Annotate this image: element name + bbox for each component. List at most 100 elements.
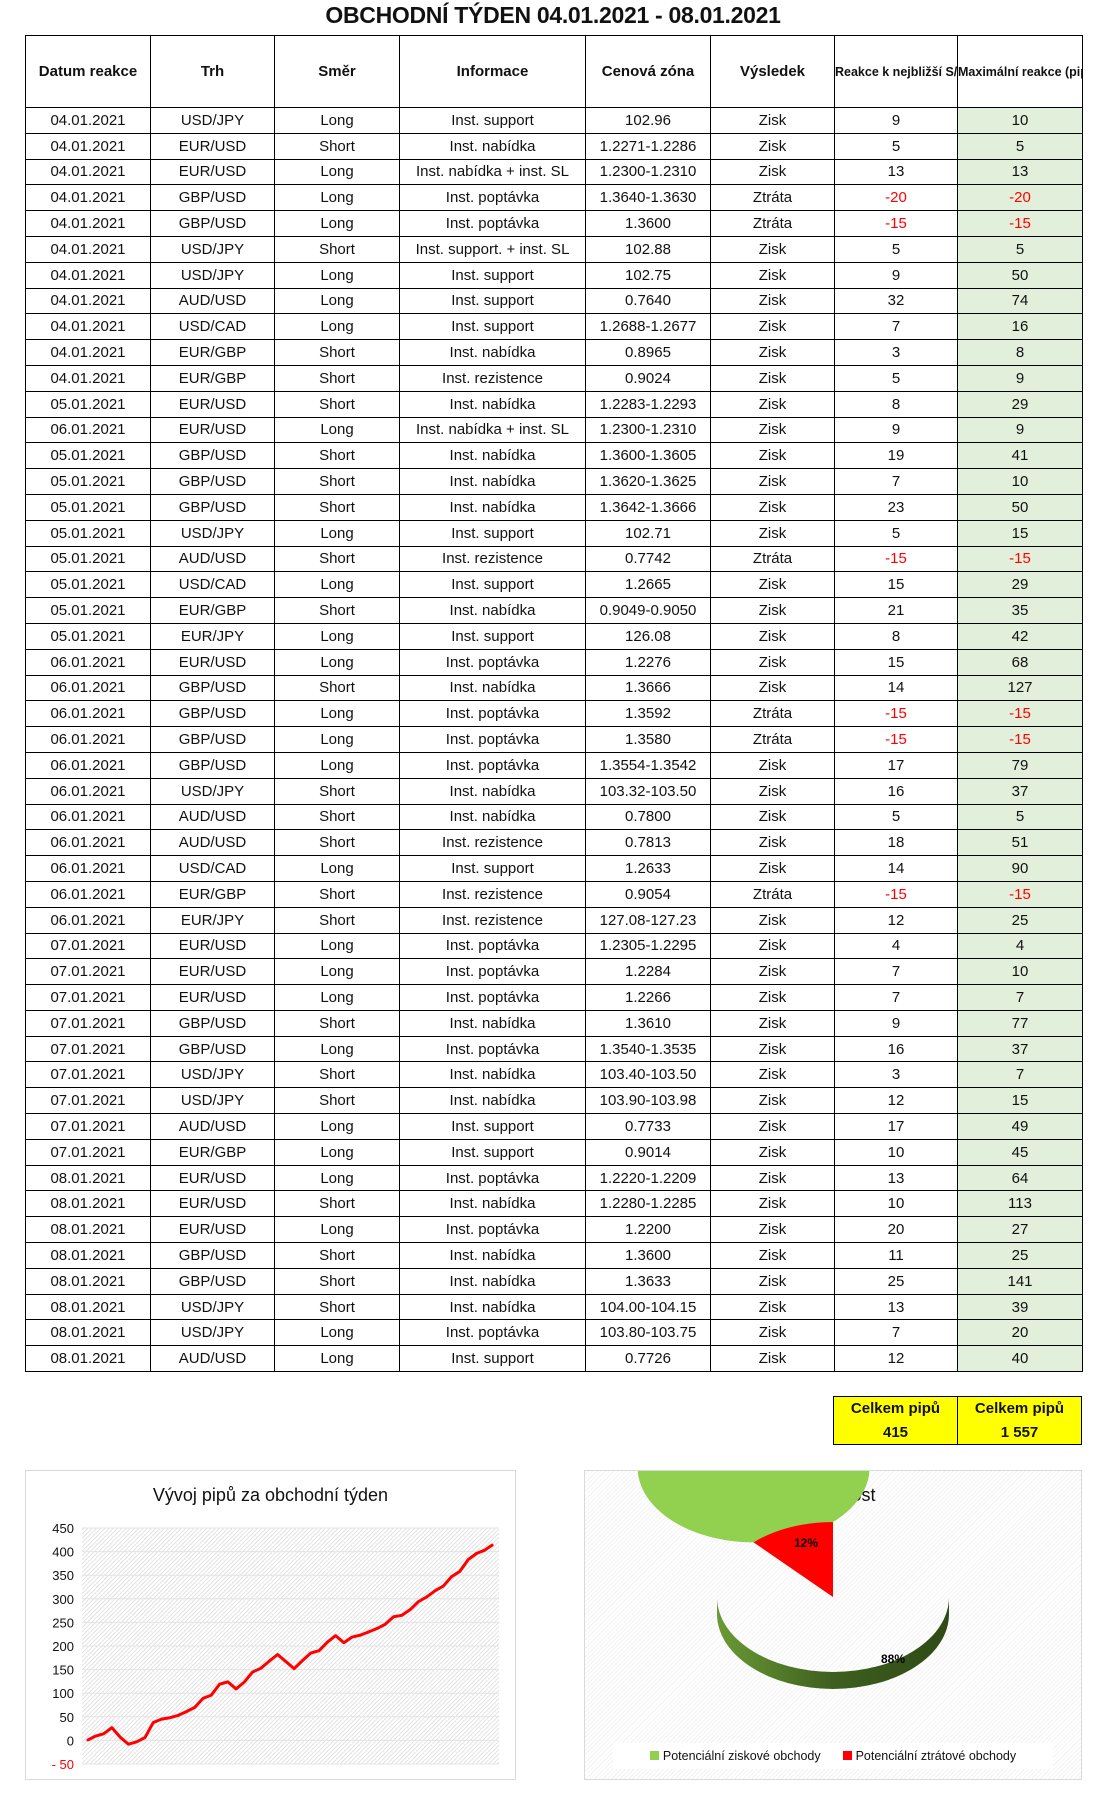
pie-legend: Potenciální ziskové obchody Potenciální … <box>613 1743 1053 1769</box>
date-cell: 06.01.2021 <box>25 726 151 753</box>
date-cell: 05.01.2021 <box>25 597 151 624</box>
direction-cell: Long <box>274 571 400 599</box>
direction-cell: Short <box>274 829 400 857</box>
max-reaction-cell: 25 <box>957 1242 1083 1269</box>
info-cell: Inst. nabídka <box>399 1190 586 1218</box>
table-row: 04.01.2021 EUR/GBP Short Inst. rezistence 0.… <box>25 364 1083 392</box>
table-row: 06.01.2021 GBP/USD Long Inst. poptávka 1.358… <box>25 726 1083 753</box>
date-cell: 06.01.2021 <box>25 855 151 882</box>
price-zone-cell: 1.2305-1.2295 <box>585 932 711 960</box>
reaction-cell: 12 <box>834 906 958 934</box>
reaction-cell: 13 <box>834 158 958 186</box>
max-reaction-cell: 74 <box>957 287 1083 315</box>
max-reaction-cell: 49 <box>957 1113 1083 1140</box>
price-zone-cell: 1.2300-1.2310 <box>585 158 711 186</box>
info-cell: Inst. nabídka <box>399 339 586 366</box>
price-zone-cell: 104.00-104.15 <box>585 1293 711 1321</box>
direction-cell: Long <box>274 107 400 134</box>
date-cell: 04.01.2021 <box>25 235 151 263</box>
max-reaction-cell: 29 <box>957 390 1083 418</box>
reaction-cell: -15 <box>834 700 958 728</box>
table-row: 07.01.2021 EUR/USD Long Inst. poptávka 1.228… <box>25 958 1083 986</box>
direction-cell: Short <box>274 1242 400 1269</box>
data-point <box>318 1650 320 1652</box>
max-reaction-cell: 27 <box>957 1216 1083 1244</box>
reaction-cell: -20 <box>834 184 958 212</box>
pie-chart: Úspěšnost 88%12% Potenciální ziskové obc… <box>584 1470 1082 1780</box>
reaction-cell: 9 <box>834 107 958 134</box>
date-cell: 06.01.2021 <box>25 777 151 805</box>
info-cell: Inst. support. + inst. SL <box>399 235 586 263</box>
price-zone-cell: 0.9024 <box>585 364 711 392</box>
y-tick-label: 250 <box>52 1615 74 1630</box>
table-row: 04.01.2021 USD/CAD Long Inst. support 1.2688… <box>25 313 1083 341</box>
page-title: OBCHODNÍ TÝDEN 04.01.2021 - 08.01.2021 <box>325 2 781 28</box>
reaction-cell: 5 <box>834 519 958 547</box>
direction-cell: Long <box>274 287 400 315</box>
price-zone-cell: 103.32-103.50 <box>585 777 711 805</box>
direction-cell: Long <box>274 313 400 341</box>
reaction-cell: 13 <box>834 1293 958 1321</box>
result-cell: Zisk <box>710 1061 835 1089</box>
price-zone-cell: 1.3610 <box>585 1009 711 1037</box>
date-cell: 05.01.2021 <box>25 545 151 573</box>
reaction-cell: 16 <box>834 1035 958 1063</box>
info-cell: Inst. nabídka <box>399 1267 586 1295</box>
direction-cell: Short <box>274 880 400 908</box>
data-point <box>219 1683 221 1685</box>
reaction-cell: 5 <box>834 235 958 263</box>
direction-cell: Long <box>274 1164 400 1192</box>
pie-chart-svg: 88% 12% <box>637 1471 949 1689</box>
price-zone-cell: 1.3580 <box>585 726 711 753</box>
data-point <box>343 1642 345 1644</box>
market-cell: EUR/USD <box>150 648 275 676</box>
table-row: 06.01.2021 USD/CAD Long Inst. support 1.2633… <box>25 855 1083 882</box>
table-row: 05.01.2021 EUR/JPY Long Inst. support 126.08… <box>25 622 1083 650</box>
date-cell: 07.01.2021 <box>25 1035 151 1063</box>
max-reaction-cell: 7 <box>957 984 1083 1011</box>
price-zone-cell: 1.3640-1.3630 <box>585 184 711 212</box>
date-cell: 07.01.2021 <box>25 932 151 960</box>
reaction-cell: 18 <box>834 829 958 857</box>
reaction-cell: 5 <box>834 364 958 392</box>
info-cell: Inst. nabídka <box>399 468 586 495</box>
info-cell: Inst. poptávka <box>399 932 586 960</box>
table-row: 04.01.2021 USD/JPY Long Inst. support 102.96… <box>25 107 1083 134</box>
info-cell: Inst. support <box>399 519 586 547</box>
line-chart-title: Vývoj pipů za obchodní týden <box>152 1485 389 1505</box>
pie-label-win: 88% <box>881 1652 905 1666</box>
table-row: 06.01.2021 EUR/GBP Short Inst. rezistence 0.… <box>25 880 1083 908</box>
date-cell: 08.01.2021 <box>25 1190 151 1218</box>
direction-cell: Short <box>274 906 400 934</box>
data-point <box>194 1706 196 1708</box>
max-reaction-cell: 37 <box>957 1035 1083 1063</box>
price-zone-cell: 1.3600 <box>585 210 711 237</box>
result-cell: Zisk <box>710 777 835 805</box>
info-cell: Inst. support <box>399 287 586 315</box>
market-cell: USD/JPY <box>150 1293 275 1321</box>
max-reaction-cell: -15 <box>957 880 1083 908</box>
table-row: 08.01.2021 USD/JPY Long Inst. poptávka 103.8… <box>25 1319 1083 1347</box>
max-reaction-cell: 15 <box>957 519 1083 547</box>
table-row: 06.01.2021 AUD/USD Short Inst. rezistence 0.… <box>25 829 1083 857</box>
reaction-cell: 20 <box>834 1216 958 1244</box>
max-reaction-cell: 64 <box>957 1164 1083 1192</box>
data-point <box>326 1641 328 1643</box>
market-cell: GBP/USD <box>150 751 275 779</box>
max-reaction-cell: 7 <box>957 1061 1083 1089</box>
data-point <box>227 1681 229 1683</box>
reaction-cell: 8 <box>834 622 958 650</box>
date-cell: 08.01.2021 <box>25 1164 151 1192</box>
max-reaction-cell: 5 <box>957 132 1083 160</box>
data-point <box>368 1631 370 1633</box>
price-zone-cell: 1.2665 <box>585 571 711 599</box>
result-cell: Zisk <box>710 1190 835 1218</box>
date-cell: 05.01.2021 <box>25 468 151 495</box>
date-cell: 04.01.2021 <box>25 339 151 366</box>
table-row: 06.01.2021 USD/JPY Short Inst. nabídka 103.3… <box>25 777 1083 805</box>
direction-cell: Long <box>274 184 400 212</box>
legend-item-win: Potenciální ziskové obchody <box>649 1749 821 1763</box>
price-zone-cell: 1.2266 <box>585 984 711 1011</box>
direction-cell: Long <box>274 519 400 547</box>
direction-cell: Long <box>274 1138 400 1166</box>
